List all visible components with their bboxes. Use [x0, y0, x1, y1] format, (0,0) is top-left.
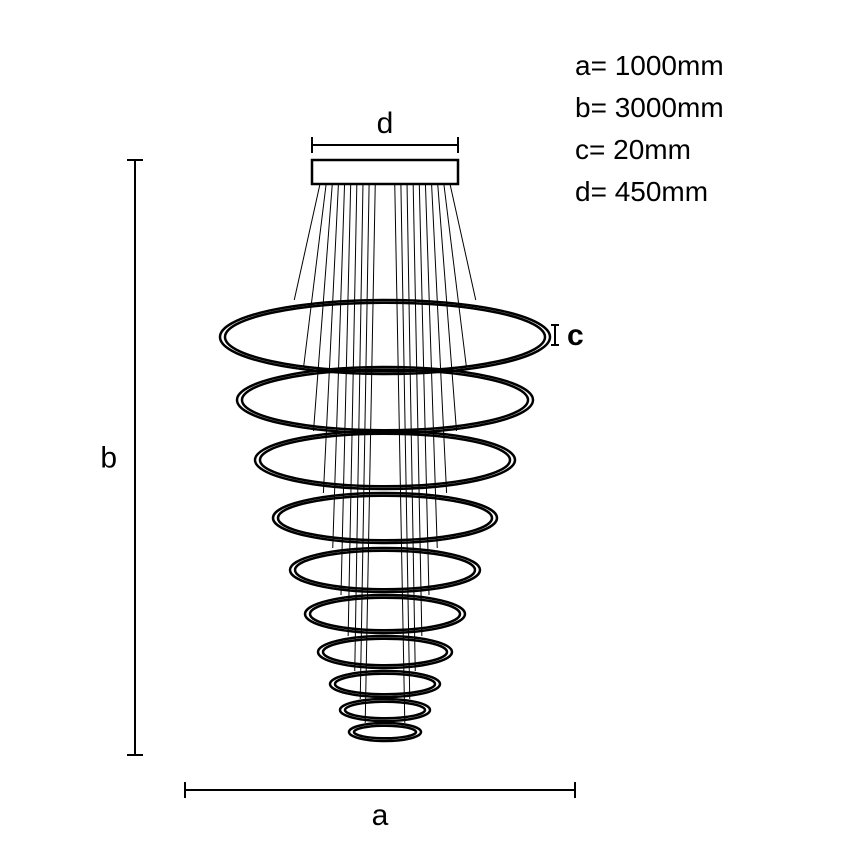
legend-c: c= 20mm: [575, 129, 724, 171]
svg-text:b: b: [100, 442, 117, 475]
diagram-canvas: b d a c a= 1000mm b= 3000mm c= 20mm d= 450m…: [0, 0, 868, 868]
legend-b: b= 3000mm: [575, 87, 724, 129]
legend-a: a= 1000mm: [575, 45, 724, 87]
technical-drawing: b d a c: [0, 0, 868, 868]
svg-text:d: d: [377, 107, 394, 140]
svg-text:a: a: [372, 799, 389, 832]
legend-d: d= 450mm: [575, 171, 724, 213]
dimension-legend: a= 1000mm b= 3000mm c= 20mm d= 450mm: [575, 45, 724, 213]
svg-text:c: c: [567, 319, 584, 352]
